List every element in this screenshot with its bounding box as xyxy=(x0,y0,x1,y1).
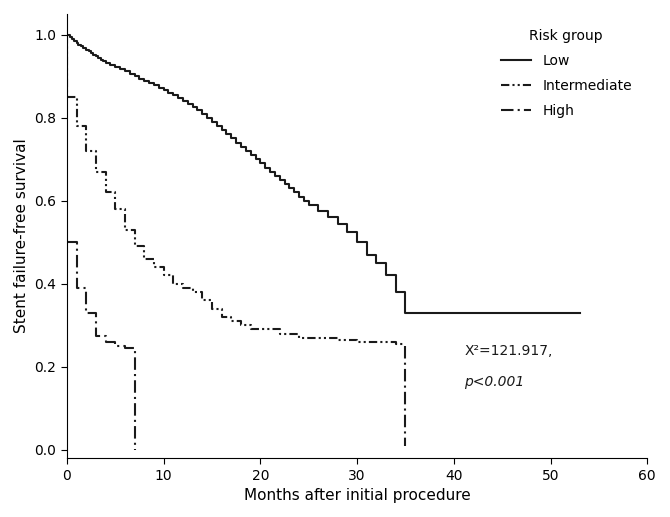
Text: p<0.001: p<0.001 xyxy=(464,375,525,389)
X-axis label: Months after initial procedure: Months after initial procedure xyxy=(244,488,470,503)
Text: X²=121.917,: X²=121.917, xyxy=(464,344,553,358)
Legend: Low, Intermediate, High: Low, Intermediate, High xyxy=(495,23,637,124)
Y-axis label: Stent failure-free survival: Stent failure-free survival xyxy=(14,139,29,333)
